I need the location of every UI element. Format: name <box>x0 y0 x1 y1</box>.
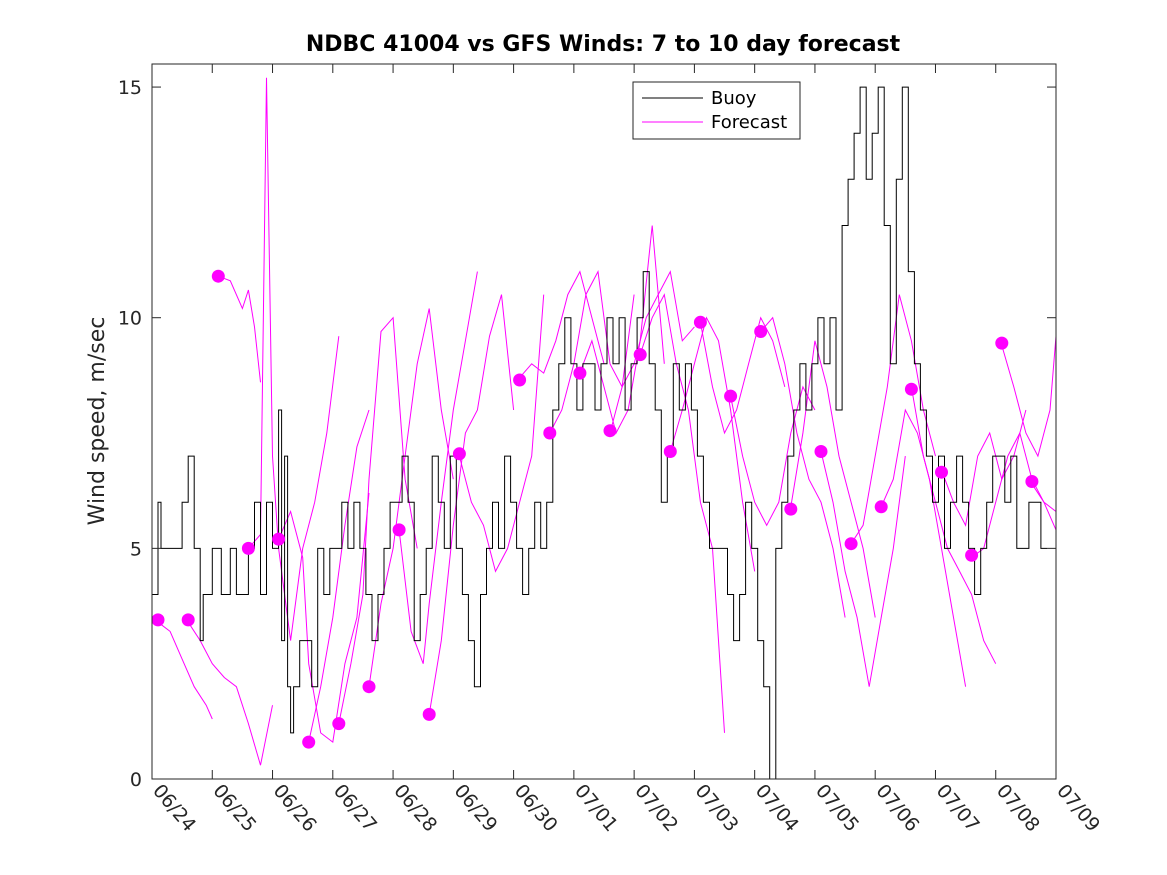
y-tick-label: 0 <box>130 769 142 791</box>
forecast-marker <box>513 373 527 387</box>
forecast-marker <box>543 426 557 440</box>
forecast-line <box>218 275 261 383</box>
forecast-line <box>519 270 605 379</box>
y-axis: 0 5 10 15 <box>118 77 1056 791</box>
forecast-marker <box>935 465 948 479</box>
forecast-line <box>910 386 997 664</box>
forecast-line <box>157 621 213 720</box>
forecast-marker <box>904 382 918 396</box>
y-tick-label: 15 <box>118 77 142 99</box>
chart-title: NDBC 41004 vs GFS Winds: 7 to 10 day for… <box>306 32 901 57</box>
forecast-line <box>579 225 665 435</box>
legend: Buoy Forecast <box>632 81 801 140</box>
forecast-marker <box>603 424 617 438</box>
forecast-marker <box>272 532 286 546</box>
forecast-marker <box>693 315 707 329</box>
forecast-line <box>398 271 478 664</box>
forecast-line <box>850 294 936 544</box>
forecast-line <box>549 269 635 434</box>
forecast-marker <box>362 680 376 694</box>
forecast-line <box>609 270 695 434</box>
forecast-line <box>730 385 816 527</box>
forecast-marker <box>151 613 165 627</box>
forecast-marker <box>633 348 647 362</box>
forecast-marker <box>302 735 316 749</box>
plot-frame <box>151 63 1057 780</box>
forecast-line <box>187 621 273 766</box>
forecast-line <box>760 316 846 618</box>
legend-entry-buoy: Buoy <box>711 88 757 109</box>
legend-box <box>632 81 801 140</box>
forecast-marker <box>874 500 888 514</box>
forecast-marker <box>724 389 738 403</box>
forecast-line <box>458 294 545 573</box>
forecast-marker <box>663 445 677 458</box>
y-axis-label: Wind speed, m/sec <box>85 317 110 526</box>
forecast-marker <box>241 541 255 555</box>
forecast-line <box>699 316 786 435</box>
forecast-line <box>1031 483 1057 531</box>
forecast-line <box>820 451 906 687</box>
forecast-line <box>669 316 756 572</box>
y-tick-label: 10 <box>118 308 142 330</box>
legend-entry-forecast: Forecast <box>711 112 787 133</box>
forecast-marker <box>452 447 466 461</box>
forecast-marker <box>181 613 195 627</box>
y-tick-label: 5 <box>130 538 142 560</box>
forecast-marker <box>965 548 979 562</box>
forecast-marker <box>784 502 798 516</box>
buoy-line <box>152 86 1047 780</box>
forecast-marker <box>844 537 858 551</box>
forecast-marker <box>332 717 346 731</box>
buoy-layer <box>152 86 1047 780</box>
forecast-marker <box>422 707 436 721</box>
forecast-line <box>1001 336 1057 458</box>
forecast-line <box>941 409 1027 527</box>
forecast-markers <box>151 269 1039 749</box>
forecast-line <box>308 409 370 743</box>
forecast-marker <box>754 325 768 338</box>
forecast-line <box>278 492 370 744</box>
forecast-line <box>428 294 515 715</box>
forecast-line <box>790 340 876 618</box>
forecast-marker <box>995 336 1009 350</box>
forecast-layer <box>157 77 1057 766</box>
forecast-marker <box>1025 475 1039 488</box>
plot-area <box>152 64 1056 779</box>
forecast-line <box>338 316 418 724</box>
forecast-marker <box>814 445 828 458</box>
forecast-marker <box>392 523 406 537</box>
forecast-marker <box>573 366 587 380</box>
forecast-line <box>639 293 725 733</box>
forecast-marker <box>211 269 225 283</box>
